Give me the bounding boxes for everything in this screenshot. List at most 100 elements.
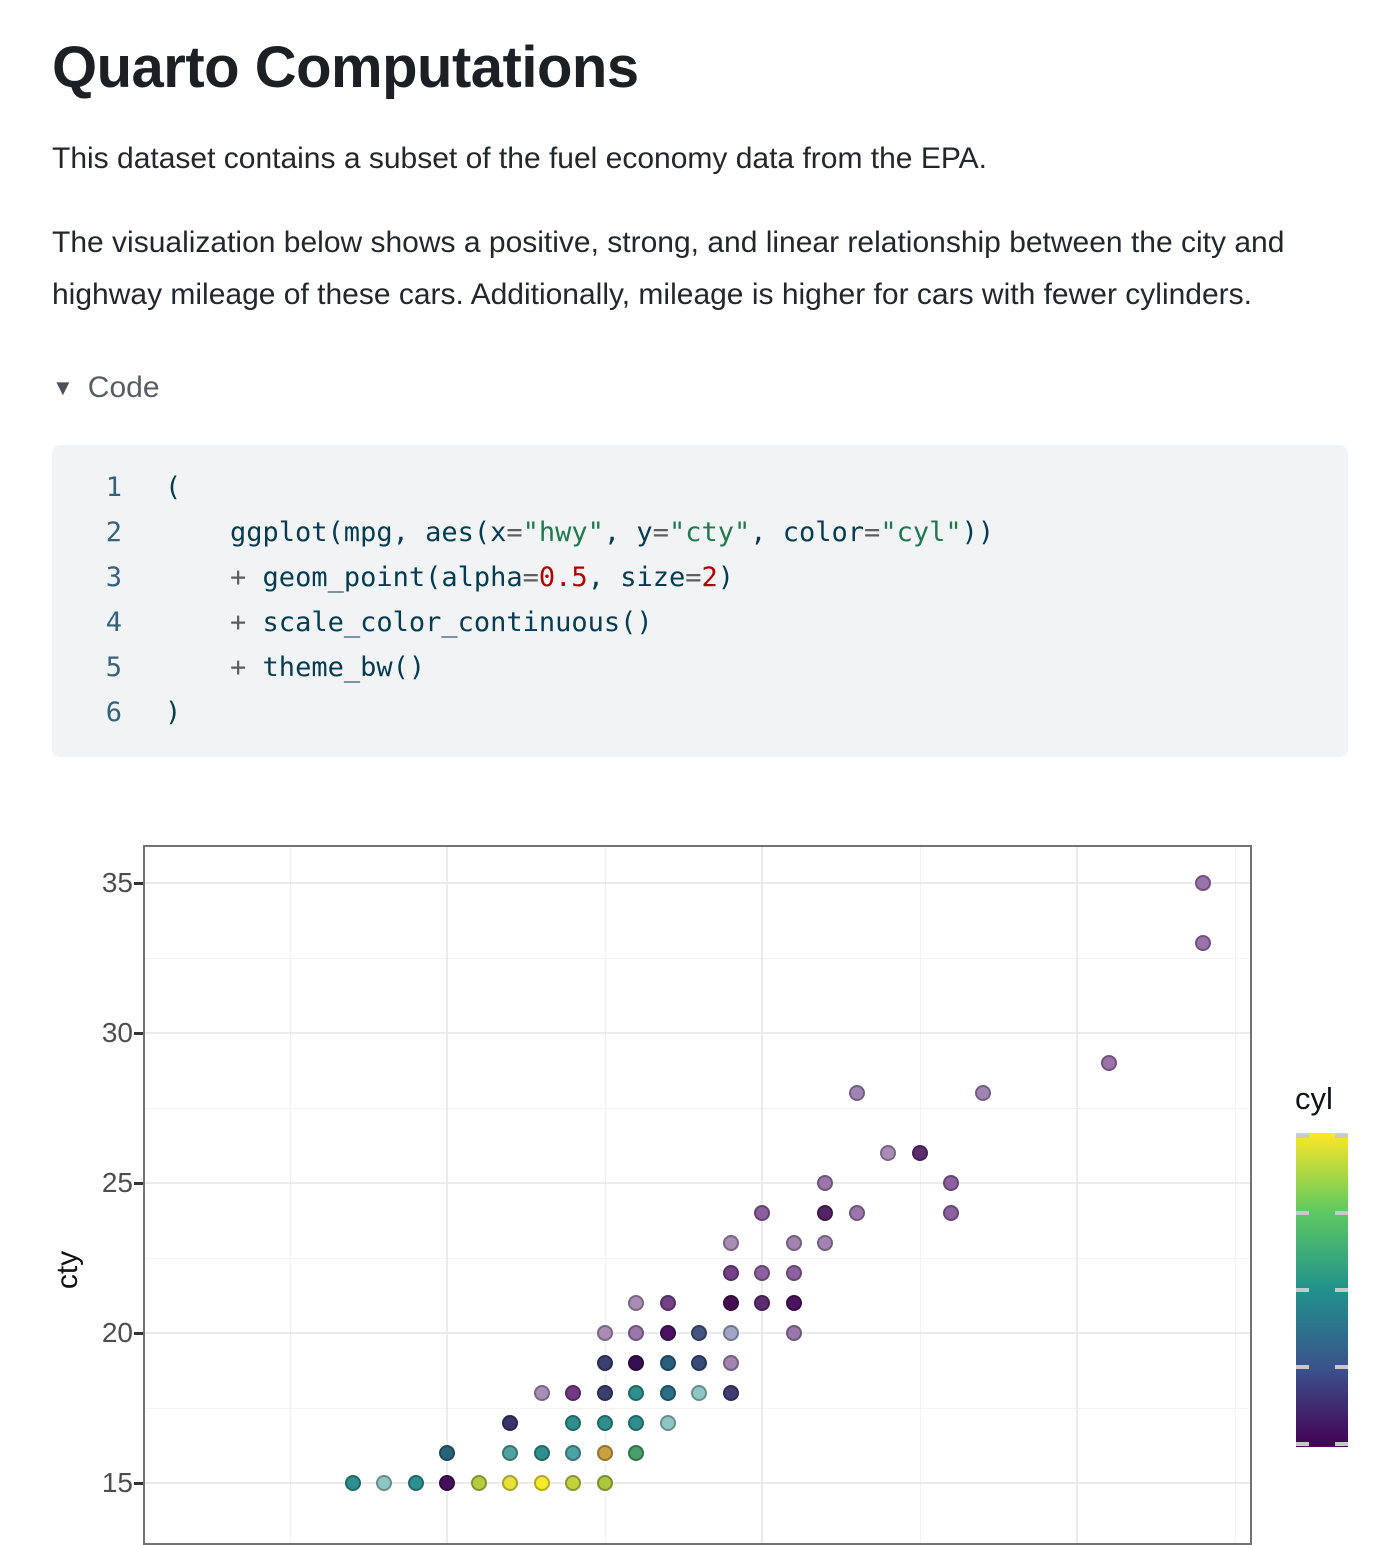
scatter-point — [722, 1355, 739, 1371]
scatter-point — [628, 1295, 644, 1311]
gridline-y-major — [145, 882, 1250, 884]
scatter-point — [628, 1415, 644, 1431]
gridline-y-minor — [145, 1258, 1250, 1259]
scatter-point — [691, 1385, 707, 1401]
colorbar-tick-right — [1335, 1211, 1348, 1215]
colorbar-tick-left — [1296, 1442, 1309, 1446]
gridline-x-minor — [604, 847, 606, 1543]
scatter-point — [943, 1175, 959, 1191]
code-line-text: + theme_bw() — [230, 652, 426, 683]
scatter-point — [848, 1205, 865, 1221]
paragraph-description: The visualization below shows a positive… — [52, 226, 1285, 311]
y-tick-mark — [134, 1332, 143, 1335]
scatter-point — [502, 1445, 518, 1461]
code-line: 2 ggplot(mpg, aes(x="hwy", y="cty", colo… — [52, 510, 1348, 555]
scatter-point — [785, 1235, 802, 1251]
code-line: 6) — [52, 690, 1348, 735]
scatter-point — [628, 1325, 644, 1341]
colorbar-tick-right — [1335, 1288, 1348, 1292]
gridline-y-minor — [145, 958, 1250, 959]
scatter-point — [880, 1145, 896, 1161]
scatter-point — [785, 1295, 802, 1311]
scatter-point — [502, 1475, 518, 1491]
scatter-point — [596, 1445, 613, 1461]
gridline-y-minor — [145, 1108, 1250, 1109]
scatter-point — [817, 1205, 833, 1221]
scatter-point — [659, 1415, 676, 1431]
scatter-point — [785, 1265, 802, 1281]
scatter-point — [1195, 875, 1211, 891]
scatter-point — [943, 1205, 959, 1221]
code-line-number: 6 — [105, 697, 122, 728]
code-line-text: ggplot(mpg, aes(x="hwy", y="cty", color=… — [165, 517, 995, 548]
scatter-point — [659, 1385, 676, 1401]
scatter-point — [1195, 935, 1211, 951]
scatter-point — [565, 1475, 581, 1491]
scatter-point — [785, 1325, 802, 1341]
scatter-figure: cty 15 20 25 30 35 cyl — [0, 838, 1400, 1545]
scatter-point — [628, 1355, 644, 1371]
code-fold-label: Code — [87, 371, 160, 404]
scatter-point — [722, 1235, 739, 1251]
scatter-point — [596, 1415, 613, 1431]
code-line-number: 4 — [105, 607, 122, 638]
y-tick-mark — [134, 882, 143, 885]
scatter-point — [565, 1415, 581, 1431]
y-tick-label: 20 — [101, 1317, 133, 1348]
code-line: 1( — [52, 465, 1348, 510]
scatter-point — [439, 1445, 455, 1461]
code-line-text: + scale_color_continuous() — [230, 607, 653, 638]
y-tick-label: 15 — [101, 1467, 133, 1498]
gridline-y-major — [145, 1482, 1250, 1484]
code-fold-toggle[interactable]: ▼ Code — [52, 371, 160, 405]
gridline-x-minor — [1234, 847, 1236, 1543]
scatter-point — [974, 1085, 991, 1101]
scatter-point — [817, 1235, 833, 1251]
y-tick-mark — [134, 1482, 143, 1485]
scatter-point — [659, 1355, 676, 1371]
scatter-point — [754, 1295, 770, 1311]
colorbar-tick-right — [1335, 1365, 1348, 1369]
y-axis-title: cty — [51, 1250, 84, 1290]
y-tick-label: 30 — [101, 1017, 133, 1048]
scatter-point — [596, 1385, 613, 1401]
y-tick-label: 25 — [101, 1167, 133, 1198]
code-line-number: 3 — [105, 562, 122, 593]
colorbar-tick-left — [1296, 1134, 1309, 1138]
scatter-point — [596, 1355, 613, 1371]
scatter-point — [596, 1325, 613, 1341]
scatter-point — [407, 1475, 424, 1491]
code-line-text: ( — [165, 472, 182, 503]
scatter-point — [691, 1325, 707, 1341]
scatter-point — [722, 1385, 739, 1401]
colorbar-tick-right — [1335, 1442, 1348, 1446]
scatter-point — [565, 1445, 581, 1461]
document-body: Quarto Computations This dataset contain… — [0, 0, 1400, 757]
gridline-y-major — [145, 1182, 1250, 1184]
scatter-point — [1100, 1055, 1117, 1071]
gridline-y-major — [145, 1032, 1250, 1034]
scatter-point — [691, 1355, 707, 1371]
code-line-number: 5 — [105, 652, 122, 683]
code-line: 4 + scale_color_continuous() — [52, 600, 1348, 645]
code-line: 3 + geom_point(alpha=0.5, size=2) — [52, 555, 1348, 600]
code-line: 5 + theme_bw() — [52, 645, 1348, 690]
plot-panel — [143, 845, 1252, 1545]
paragraph-intro: This dataset contains a subset of the fu… — [52, 142, 987, 175]
scatter-point — [817, 1175, 833, 1191]
gridline-x-major — [446, 847, 448, 1543]
scatter-point — [754, 1205, 770, 1221]
scatter-point — [722, 1325, 739, 1341]
scatter-point — [596, 1475, 613, 1491]
gridline-x-major — [1076, 847, 1078, 1543]
scatter-point — [628, 1445, 644, 1461]
colorbar-tick-left — [1296, 1365, 1309, 1369]
code-line-text: ) — [165, 697, 182, 728]
gridline-x-minor — [919, 847, 921, 1543]
y-tick-label: 35 — [101, 867, 133, 898]
scatter-point — [722, 1265, 739, 1281]
scatter-point — [533, 1445, 550, 1461]
scatter-point — [722, 1295, 739, 1311]
scatter-point — [533, 1475, 550, 1491]
gridline-x-major — [761, 847, 763, 1543]
